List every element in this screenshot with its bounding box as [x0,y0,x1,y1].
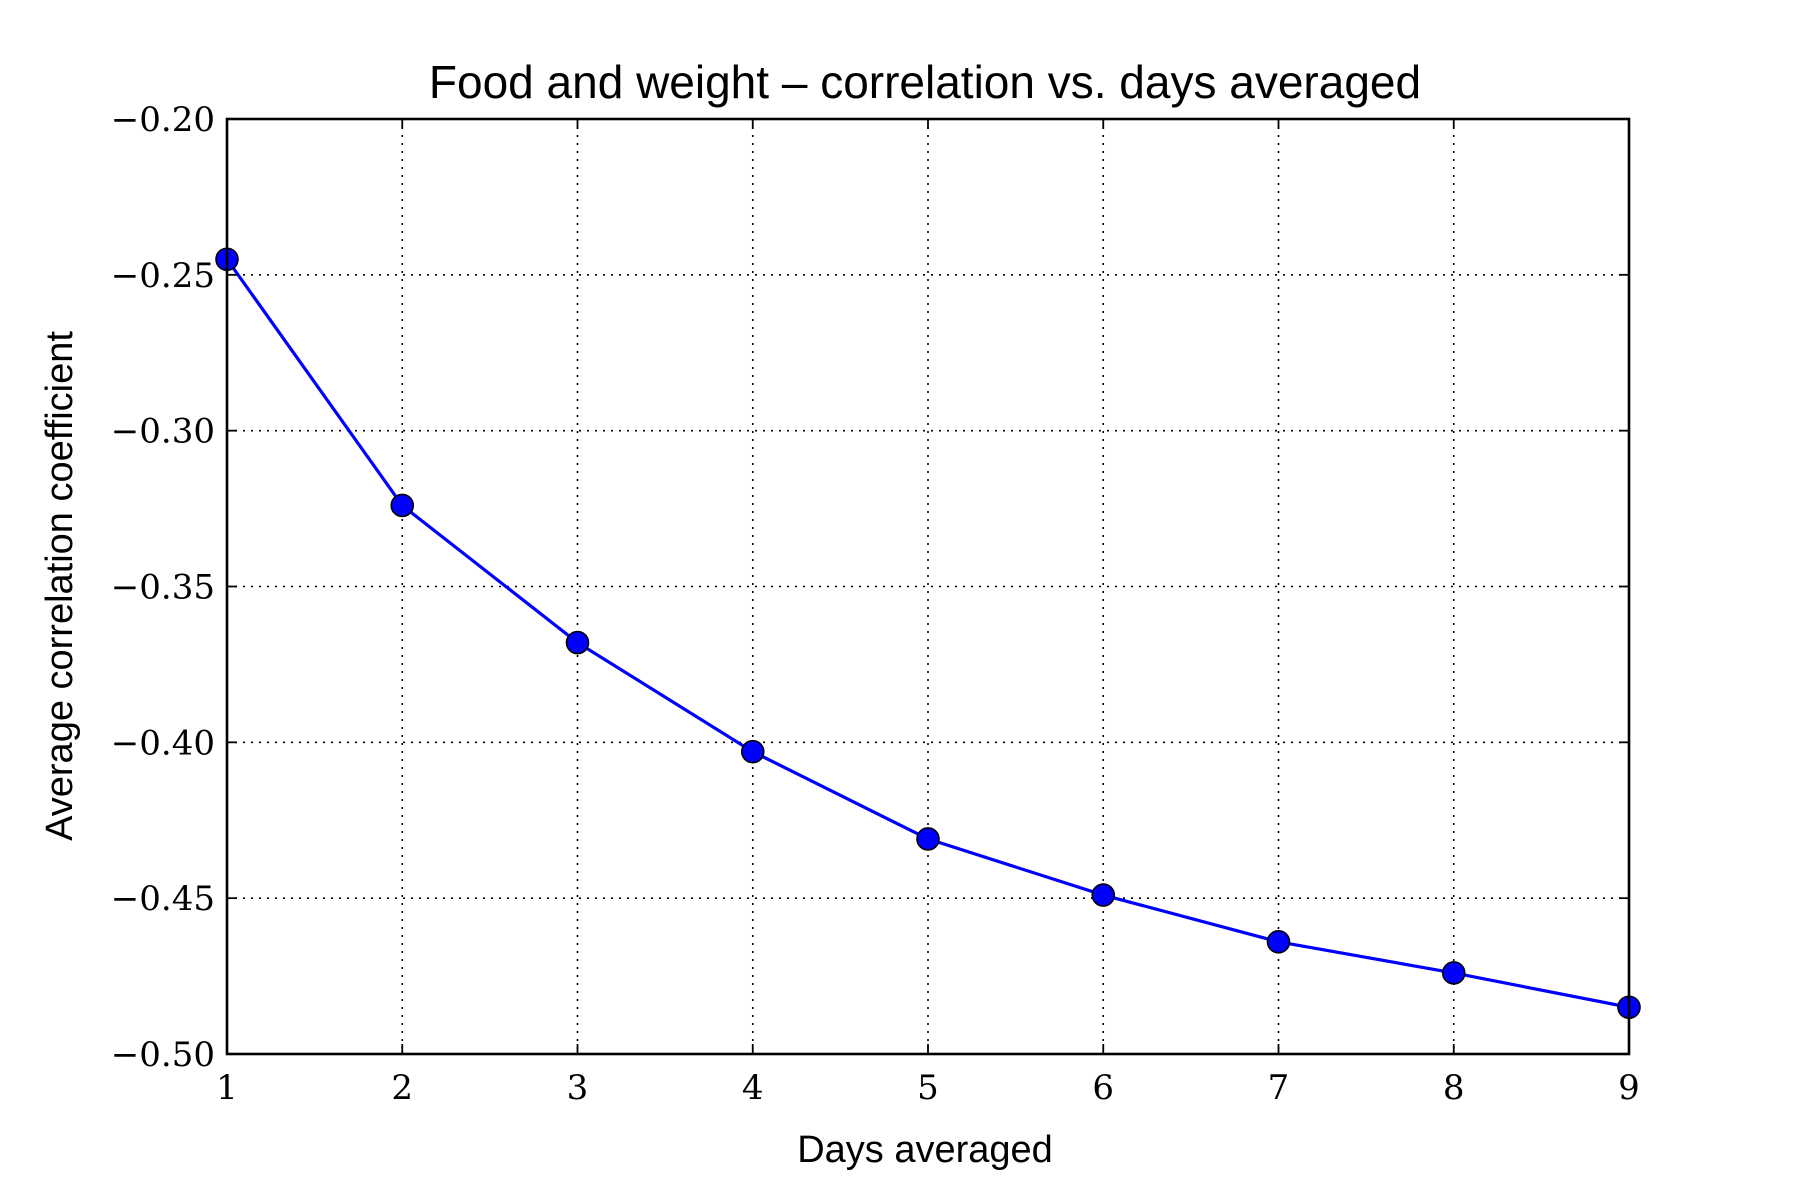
data-point [740,739,765,764]
plot-frame [225,117,1631,1056]
x-tick-label: 4 [742,1068,764,1108]
data-point [1441,961,1466,985]
x-tick-label: 6 [1092,1068,1114,1108]
x-tick-label: 2 [391,1068,413,1108]
grid [227,119,1629,1054]
x-tick-label: 8 [1443,1068,1465,1108]
chart-title: Food and weight – correlation vs. days a… [429,56,1421,108]
data-series [215,247,1641,1020]
y-tick-label: −0.30 [111,412,215,452]
data-point [1266,929,1291,954]
y-tick-label: −0.25 [111,256,215,296]
data-point [390,493,415,518]
x-tick-label: 3 [567,1068,589,1108]
x-tick-label: 1 [216,1068,238,1108]
ticks: 1 2 3 4 5 6 7 8 9 −0.50 −0.45 −0.40 −0.35 −0.30 −0.25 −… [111,100,1640,1108]
x-axis-label: Days averaged [797,1129,1053,1171]
y-tick-label: −0.20 [111,100,215,140]
y-tick-label: −0.45 [111,879,215,919]
x-tick-label: 5 [917,1068,939,1108]
y-tick-label: −0.50 [111,1035,215,1075]
data-point [916,827,940,851]
y-axis-label: Average correlation coefficient [39,331,81,841]
data-point [1091,883,1116,907]
x-tick-label: 9 [1618,1068,1640,1108]
y-tick-label: −0.40 [111,723,215,763]
data-point [565,630,590,655]
x-tick-label: 7 [1268,1068,1290,1108]
y-tick-label: −0.35 [111,568,215,608]
